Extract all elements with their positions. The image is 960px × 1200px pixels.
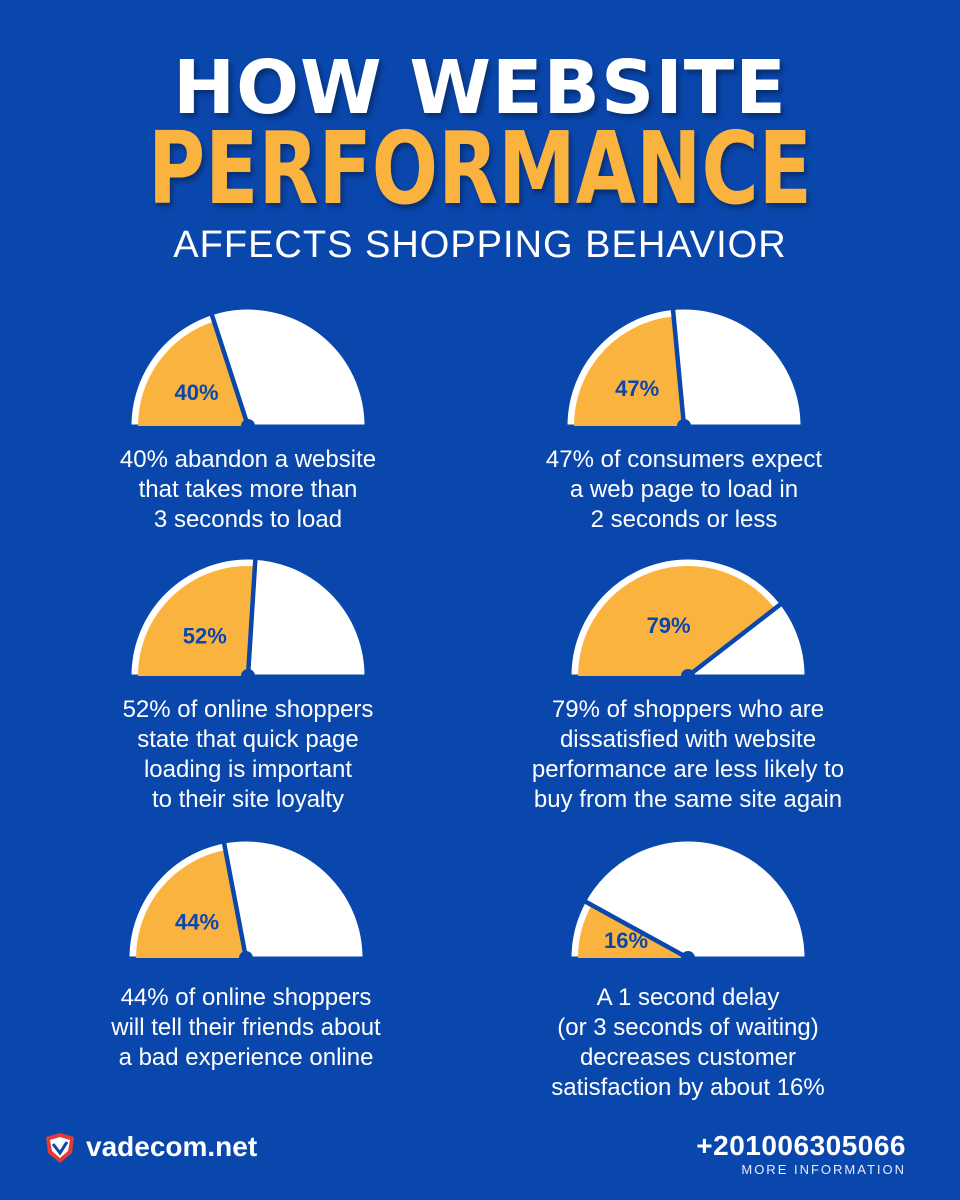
gauge-hub xyxy=(677,419,691,433)
gauge-caption: A 1 second delay (or 3 seconds of waitin… xyxy=(551,984,825,1101)
title-line-1: HOW WEBSITE xyxy=(173,45,787,131)
gauge-hub xyxy=(241,419,255,433)
website-link[interactable]: vadecom.net xyxy=(86,1131,258,1162)
gauge-fill xyxy=(138,566,255,676)
title-line-3: AFFECTS SHOPPING BEHAVIOR xyxy=(173,224,787,266)
gauge-needle xyxy=(670,306,687,429)
gauge-2: 47% xyxy=(564,306,804,433)
gauge-needle xyxy=(221,839,249,961)
gauge-hub xyxy=(239,951,253,965)
gauge-fill xyxy=(574,316,684,426)
gauge-value-label: 47% xyxy=(615,376,659,401)
gauge-value-label: 40% xyxy=(175,380,219,405)
gauge-value-label: 16% xyxy=(604,928,648,953)
gauge-caption: 47% of consumers expect a web page to lo… xyxy=(545,446,823,533)
gauge-value-label: 44% xyxy=(175,910,219,935)
gauge-needle xyxy=(582,898,691,961)
gauge-5: 44% xyxy=(126,838,366,965)
gauge-4: 79% xyxy=(568,556,808,683)
gauge-value-label: 79% xyxy=(647,613,691,638)
gauge-caption: 79% of shoppers who are dissatisfied wit… xyxy=(531,696,845,813)
gauge-caption: 44% of online shoppers will tell their f… xyxy=(111,984,381,1071)
gauge-caption: 40% abandon a website that takes more th… xyxy=(119,446,377,533)
gauge-needle xyxy=(685,601,784,679)
gauge-6: 16% xyxy=(568,838,808,965)
vadecom-logo-icon xyxy=(46,1133,74,1163)
gauge-needle xyxy=(209,311,251,429)
gauge-3: 52% xyxy=(128,555,368,683)
phone-number[interactable]: +201006305066 xyxy=(696,1130,906,1161)
gauge-caption: 52% of online shoppers state that quick … xyxy=(122,696,374,813)
gauge-hub xyxy=(241,669,255,683)
gauge-fill xyxy=(136,849,246,958)
gauge-needle xyxy=(245,555,258,679)
gauge-hub xyxy=(681,669,695,683)
title-line-2: PERFORMANCE xyxy=(148,110,812,227)
gauge-1: 40% xyxy=(128,306,368,433)
gauge-hub xyxy=(681,951,695,965)
gauge-fill xyxy=(578,565,775,676)
gauge-value-label: 52% xyxy=(183,623,227,648)
more-information-label: MORE INFORMATION xyxy=(741,1162,906,1177)
